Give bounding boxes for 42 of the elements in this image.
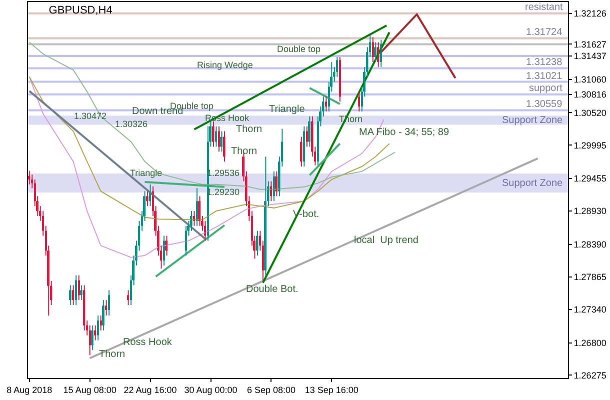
- annotation: Thorn: [99, 349, 126, 360]
- annotation: Double Bot.: [246, 284, 298, 295]
- annotation: Rising Wedge: [197, 60, 253, 70]
- ref-line-label: resistant: [525, 2, 564, 13]
- ref-line-label: 1.31238: [526, 57, 563, 68]
- y-tick-label: 1.31060: [574, 74, 606, 84]
- y-tick-label: 1.30816: [574, 90, 606, 100]
- x-tick-label: 22 Aug 16:00: [124, 384, 177, 395]
- y-tick-label: 1.27340: [574, 304, 606, 315]
- ref-line-label: 1.30559: [526, 99, 563, 110]
- band-label: Support Zone: [502, 115, 564, 126]
- annotation: Triangle: [130, 168, 162, 178]
- annotation: Triangle: [269, 104, 306, 115]
- y-tick-label: 1.31627: [574, 39, 606, 50]
- x-tick-label: 8 Aug 2018: [6, 384, 52, 395]
- annotation: 1.30326: [115, 119, 148, 129]
- y-tick-label: 1.30520: [574, 108, 606, 118]
- y-tick-label: 1.28930: [574, 206, 606, 216]
- y-tick-label: 1.27865: [574, 272, 606, 282]
- annotation: 1.30472: [74, 111, 107, 121]
- ref-line-label: 1.31021: [526, 71, 563, 82]
- y-tick-label: 1.28390: [574, 240, 606, 250]
- y-tick-label: 1.32126: [574, 8, 606, 19]
- x-tick-label: 15 Aug 08:00: [63, 384, 116, 395]
- ref-line-label: 1.31724: [526, 27, 563, 38]
- chart-title: GBPUSD,H4: [48, 4, 112, 17]
- y-tick-label: 1.31437: [574, 51, 606, 62]
- x-tick-label: 6 Sep 08:00: [246, 384, 296, 395]
- annotation: MA Fibo - 34; 55; 89: [359, 127, 450, 138]
- annotation: Thorn: [236, 124, 262, 135]
- y-tick-label: 1.29995: [574, 140, 606, 150]
- y-tick-label: 1.26800: [574, 338, 606, 348]
- ref-line-label: support: [529, 83, 563, 94]
- x-tick-label: 13 Sep 16:00: [304, 384, 358, 395]
- y-tick-label: 1.29455: [574, 174, 606, 184]
- annotation: local Up trend: [354, 235, 418, 246]
- annotation: Ross Hook: [123, 337, 173, 348]
- y-tick-label: 1.26275: [574, 370, 606, 380]
- annotation: Double top: [277, 44, 321, 54]
- band-label: Support Zone: [502, 178, 564, 189]
- annotation: Thorn: [231, 146, 258, 157]
- x-tick-label: 30 Aug 00:00: [184, 384, 238, 395]
